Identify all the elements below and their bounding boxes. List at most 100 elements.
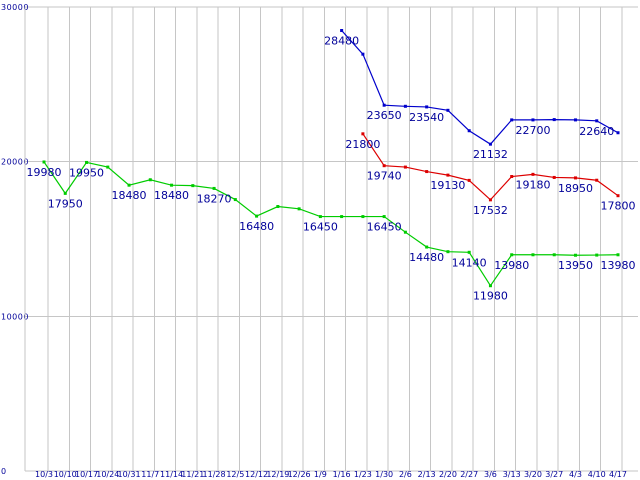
blue-marker xyxy=(446,108,450,112)
red-marker xyxy=(531,172,535,176)
green-marker xyxy=(85,160,89,164)
red-marker xyxy=(467,178,471,182)
red-marker xyxy=(382,164,386,168)
x-tick-label: 2/13 xyxy=(418,470,436,479)
point-value-label: 19950 xyxy=(69,166,104,179)
x-tick-label: 4/10 xyxy=(588,470,606,479)
x-tick-label: 11/21 xyxy=(181,470,204,479)
x-tick-label: 10/24 xyxy=(96,470,119,479)
green-marker xyxy=(361,215,365,219)
point-value-label: 21132 xyxy=(473,148,508,161)
x-tick-label: 11/14 xyxy=(160,470,183,479)
x-tick-label: 12/12 xyxy=(245,470,268,479)
point-value-label: 17950 xyxy=(48,197,83,210)
red-marker xyxy=(446,173,450,177)
red-marker xyxy=(595,178,599,182)
point-value-label: 28480 xyxy=(324,35,359,48)
green-marker xyxy=(425,245,429,249)
point-value-label: 22640 xyxy=(579,125,614,138)
x-tick-label: 2/6 xyxy=(399,470,412,479)
x-tick-label: 11/7 xyxy=(141,470,159,479)
blue-marker xyxy=(382,103,386,107)
y-tick-label: 0 xyxy=(1,467,7,476)
blue-marker xyxy=(616,131,620,135)
point-value-label: 16450 xyxy=(367,221,402,234)
point-value-label: 14480 xyxy=(409,251,444,264)
x-tick-label: 3/20 xyxy=(524,470,542,479)
x-tick-label: 1/16 xyxy=(333,470,351,479)
point-value-label: 19180 xyxy=(515,178,550,191)
point-value-label: 16450 xyxy=(303,221,338,234)
green-marker xyxy=(573,253,577,257)
x-tick-label: 12/5 xyxy=(226,470,244,479)
green-marker xyxy=(63,191,67,195)
green-marker xyxy=(106,165,110,169)
point-value-label: 21800 xyxy=(345,138,380,151)
blue-marker xyxy=(488,142,492,146)
green-line xyxy=(43,161,619,287)
point-value-label: 23650 xyxy=(367,109,402,122)
x-tick-label: 12/26 xyxy=(288,470,311,479)
green-marker xyxy=(318,215,322,219)
red-marker xyxy=(616,194,620,198)
point-value-label: 18950 xyxy=(558,182,593,195)
green-marker xyxy=(233,198,237,202)
point-value-label: 19130 xyxy=(430,179,465,192)
green-marker xyxy=(42,160,46,164)
blue-marker xyxy=(595,119,599,123)
point-value-label: 17532 xyxy=(473,204,508,217)
blue-marker xyxy=(573,118,577,122)
x-tick-label: 10/10 xyxy=(54,470,77,479)
x-tick-label: 10/31 xyxy=(118,470,141,479)
x-tick-label: 2/20 xyxy=(439,470,457,479)
point-value-label: 11980 xyxy=(473,290,508,303)
series-blue: 28480 23650 23540 21132 22700 22640 xyxy=(324,29,620,161)
x-tick-label: 3/13 xyxy=(503,470,521,479)
x-tick-label: 10/17 xyxy=(75,470,98,479)
green-marker xyxy=(148,178,152,182)
blue-marker xyxy=(340,29,344,33)
point-value-label: 17800 xyxy=(601,200,636,213)
point-value-label: 13980 xyxy=(494,259,529,272)
point-value-label: 19740 xyxy=(367,170,402,183)
green-marker xyxy=(170,183,174,187)
green-marker xyxy=(403,230,407,234)
x-tick-label: 1/30 xyxy=(375,470,393,479)
green-marker xyxy=(446,250,450,254)
green-marker xyxy=(531,253,535,257)
green-marker xyxy=(467,250,471,254)
red-marker xyxy=(510,175,514,179)
green-marker xyxy=(382,215,386,219)
x-tick-label: 4/3 xyxy=(569,470,582,479)
x-tick-label: 11/28 xyxy=(203,470,226,479)
green-marker xyxy=(212,186,216,190)
point-value-label: 22700 xyxy=(515,124,550,137)
blue-marker xyxy=(552,118,556,122)
green-marker xyxy=(595,253,599,257)
y-tick-label: 20000 xyxy=(1,158,29,167)
point-value-label: 13950 xyxy=(558,259,593,272)
point-value-label: 18270 xyxy=(197,192,232,205)
y-tick-label: 10000 xyxy=(1,312,29,321)
green-marker xyxy=(488,284,492,288)
blue-marker xyxy=(361,52,365,56)
green-marker xyxy=(255,214,259,218)
red-marker xyxy=(361,132,365,136)
point-value-label: 13980 xyxy=(601,259,636,272)
x-tick-label: 1/9 xyxy=(314,470,327,479)
green-marker xyxy=(276,205,280,209)
x-tick-label: 4/17 xyxy=(609,470,627,479)
blue-marker xyxy=(531,118,535,122)
green-marker xyxy=(510,253,514,257)
green-marker xyxy=(297,207,301,211)
point-value-label: 23540 xyxy=(409,111,444,124)
x-tick-label: 12/19 xyxy=(266,470,289,479)
red-marker xyxy=(552,175,556,179)
point-value-label: 18480 xyxy=(154,189,189,202)
blue-marker xyxy=(425,105,429,109)
series-green: 19980 17950 19950 18480 18480 18270 16480 16450… xyxy=(27,160,636,303)
red-marker xyxy=(573,176,577,180)
blue-marker xyxy=(403,104,407,108)
green-marker xyxy=(616,253,620,257)
x-tick-label: 1/23 xyxy=(354,470,372,479)
